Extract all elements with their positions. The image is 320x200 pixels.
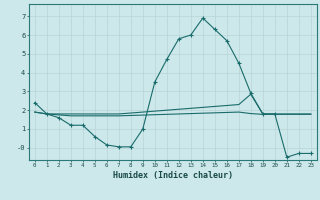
X-axis label: Humidex (Indice chaleur): Humidex (Indice chaleur) [113,171,233,180]
